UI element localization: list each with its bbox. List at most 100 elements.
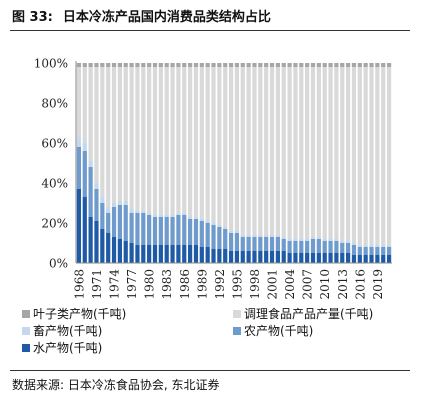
bar-segment-1972-s0: [100, 229, 105, 263]
bar-segment-1989-s0: [199, 247, 204, 263]
bar-segment-2019-s1: [375, 247, 380, 255]
bar-segment-1979-s1: [141, 213, 146, 245]
bar-segment-2006-s0: [299, 253, 304, 263]
legend-item-aquatic: 水产物(千吨): [22, 340, 102, 356]
x-tick-label: 1983: [160, 269, 174, 300]
bar-segment-1999-s1: [258, 237, 263, 251]
bar-segment-1984-s3: [170, 67, 175, 215]
bar-segment-1977-s4: [129, 63, 134, 67]
bar-segment-1972-s4: [100, 63, 105, 67]
stacked-bar-chart: 0%20%40%60%80%100%1968 1971 1974 1977 1980 19…: [34, 57, 392, 300]
bar-segment-2020-s3: [381, 67, 386, 245]
bar-segment-1990-s1: [205, 223, 210, 247]
bar-segment-1991-s0: [211, 249, 216, 263]
bar-segment-1973-s1: [106, 213, 111, 233]
bar-segment-1982-s3: [158, 67, 163, 215]
bar-segment-1976-s1: [123, 205, 128, 241]
bar-segment-1993-s2: [223, 227, 228, 229]
bar-segment-2011-s2: [328, 239, 333, 241]
bar-segment-2004-s2: [287, 239, 292, 241]
bar-segment-1996-s0: [240, 251, 245, 263]
bar-segment-1981-s1: [152, 217, 158, 245]
bar-segment-2021-s0: [386, 255, 392, 263]
bar-segment-2009-s2: [316, 237, 321, 239]
bar-segment-1968-s1: [76, 147, 82, 189]
bar-segment-2008-s4: [310, 63, 316, 67]
bar-segment-2010-s4: [322, 63, 327, 67]
bar-segment-2007-s3: [305, 67, 310, 239]
bar-segment-2018-s0: [369, 255, 374, 263]
bar-segment-2012-s0: [334, 253, 339, 263]
bar-segment-1981-s2: [152, 215, 158, 217]
bar-segment-2018-s2: [369, 245, 374, 247]
bar-segment-1989-s2: [199, 219, 204, 221]
bar-segment-1994-s1: [228, 233, 234, 251]
bar-segment-2003-s3: [281, 67, 286, 237]
bar-segment-1977-s1: [129, 213, 134, 243]
bar-segment-1988-s1: [193, 219, 199, 245]
bar-segment-1985-s1: [176, 215, 181, 245]
bar-segment-2017-s0: [363, 255, 368, 263]
bar-segment-2005-s4: [293, 63, 298, 67]
bar-segment-1975-s2: [117, 201, 122, 205]
bar-segment-2018-s3: [369, 67, 374, 245]
bar-segment-1990-s3: [205, 67, 210, 221]
bar-segment-1980-s0: [147, 245, 152, 263]
bar-segment-1978-s3: [135, 67, 140, 211]
bar-segment-1996-s3: [240, 67, 245, 235]
bar-segment-1985-s4: [176, 63, 181, 67]
x-tick-label: 1998: [248, 269, 262, 300]
bar-segment-1997-s1: [246, 237, 251, 251]
bar-segment-2008-s1: [310, 239, 316, 253]
legend-label-prepared: 调理食品产品产量(千吨): [244, 307, 374, 321]
bar-segment-1971-s4: [94, 63, 99, 67]
legend-swatch-leaf: [22, 310, 30, 318]
bar-segment-1973-s0: [106, 233, 111, 263]
bar-segment-1985-s3: [176, 67, 181, 213]
bar-segment-1969-s1: [82, 151, 87, 197]
bar-segment-2000-s4: [264, 63, 269, 67]
bar-segment-2005-s0: [293, 253, 298, 263]
bar-segment-2006-s4: [299, 63, 304, 67]
bar-segment-2009-s4: [316, 63, 321, 67]
bar-segment-1981-s4: [152, 63, 158, 67]
bar-segment-1968-s3: [76, 67, 82, 137]
bar-segment-2019-s2: [375, 245, 380, 247]
title-rule: [10, 30, 410, 31]
bar-segment-1971-s3: [94, 67, 99, 183]
bar-segment-1997-s4: [246, 63, 251, 67]
bar-segment-2011-s3: [328, 67, 333, 239]
bar-segment-2014-s2: [346, 241, 351, 243]
bar-segment-1983-s2: [164, 215, 169, 217]
bar-segment-2000-s0: [264, 251, 269, 263]
bar-segment-2012-s1: [334, 241, 339, 253]
y-tick-label: 60%: [41, 137, 68, 151]
bar-segment-2010-s1: [322, 241, 327, 253]
bar-segment-1974-s4: [111, 63, 117, 67]
bar-segment-1997-s2: [246, 235, 251, 237]
bar-segment-2019-s3: [375, 67, 380, 245]
bar-segment-2002-s4: [275, 63, 280, 67]
bar-segment-1979-s4: [141, 63, 146, 67]
bar-segment-1991-s1: [211, 225, 216, 249]
bar-segment-2003-s0: [281, 251, 286, 263]
bar-segment-2005-s2: [293, 239, 298, 241]
y-tick-label: 80%: [41, 97, 68, 111]
bar-segment-1970-s0: [88, 217, 93, 263]
x-tick-label: 2019: [371, 269, 385, 300]
bar-segment-1980-s4: [147, 63, 152, 67]
bar-segment-1989-s1: [199, 221, 204, 247]
bar-segment-1984-s4: [170, 63, 175, 67]
x-tick-label: 1992: [213, 269, 227, 300]
bar-segment-1990-s2: [205, 221, 210, 223]
bar-segment-2002-s0: [275, 251, 280, 263]
bar-segment-2013-s2: [340, 241, 345, 243]
bar-segment-2007-s4: [305, 63, 310, 67]
bar-segment-1995-s2: [234, 231, 240, 233]
bar-segment-2013-s1: [340, 243, 345, 253]
source-note: 数据来源: 日本冷冻食品协会, 东北证券: [12, 378, 220, 392]
bar-segment-1969-s3: [82, 67, 87, 143]
bar-segment-1972-s2: [100, 197, 105, 203]
bar-segment-1986-s2: [182, 213, 187, 215]
bar-segment-2010-s3: [322, 67, 327, 239]
